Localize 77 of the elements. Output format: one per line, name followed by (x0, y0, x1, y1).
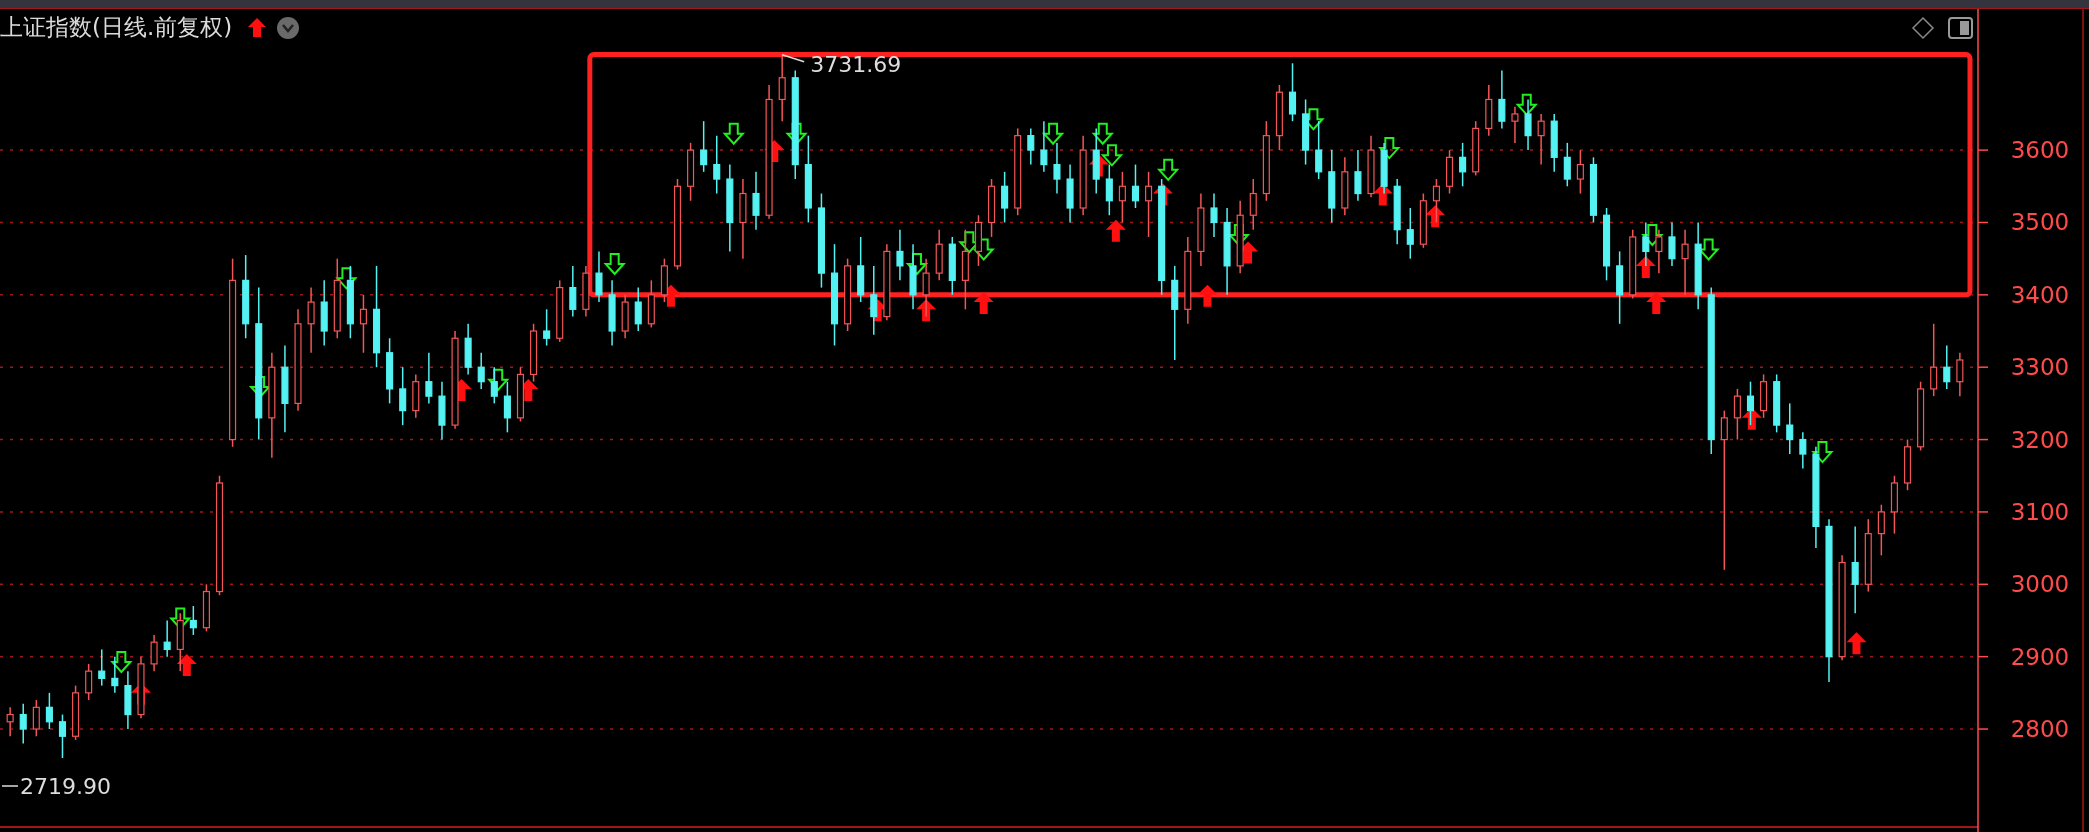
candlestick (1642, 221, 1650, 267)
candlestick (896, 228, 904, 282)
candlestick (1877, 503, 1885, 557)
candlestick (543, 308, 551, 347)
candlestick (700, 120, 708, 173)
candlestick (1655, 228, 1663, 274)
candlestick (1315, 120, 1323, 180)
y-tick-label: 3200 (2010, 426, 2070, 453)
candlestick (1288, 62, 1297, 122)
candlestick (1459, 142, 1467, 188)
candlestick (1956, 351, 1964, 397)
candlestick (45, 692, 53, 730)
candlestick (189, 605, 197, 636)
candlestick (1249, 178, 1257, 231)
candlestick (1668, 221, 1676, 267)
candlestick (32, 699, 40, 738)
candlestick (1681, 228, 1689, 296)
candlestick (1524, 98, 1532, 151)
y-tick-label: 3300 (2010, 354, 2070, 381)
candlestick (399, 366, 407, 426)
y-tick-label: 3000 (2010, 571, 2070, 598)
candlestick (1040, 120, 1048, 173)
candlestick (85, 663, 93, 701)
candlestick (1432, 178, 1440, 224)
candlestick (634, 286, 642, 332)
candlestick (19, 702, 27, 745)
candlestick (1799, 431, 1807, 470)
candlestick (1733, 388, 1741, 441)
candlestick (1001, 171, 1009, 224)
candlestick (752, 171, 760, 231)
y-tick-label: 3100 (2010, 498, 2070, 525)
candlestick (425, 351, 433, 405)
candlestick (359, 294, 367, 354)
candlestick (1943, 344, 1951, 390)
y-tick-label: 3500 (2010, 209, 2070, 236)
candlestick (503, 380, 511, 434)
annotation: 2719.90 (20, 774, 111, 799)
candlestick (1576, 149, 1584, 195)
candlestick (1354, 149, 1362, 202)
candlestick (1210, 192, 1218, 238)
candlestick (163, 619, 171, 658)
candlestick (307, 286, 315, 354)
y-tick-label: 3600 (2010, 137, 2070, 164)
annotation: 3731.69 (810, 51, 902, 77)
candlestick (1027, 127, 1035, 166)
chart-title: 上证指数(日线.前复权) (0, 14, 233, 40)
candlestick (1720, 409, 1728, 571)
y-tick-label: 2800 (2010, 716, 2070, 743)
candlestick (6, 706, 14, 738)
candlestick (477, 351, 485, 390)
candlestick (1053, 142, 1061, 195)
candlestick (1406, 207, 1414, 260)
candlestick (1851, 525, 1859, 614)
candlestick (111, 655, 119, 694)
candlestick (58, 713, 67, 759)
candlestick (490, 366, 498, 405)
candlestick (150, 634, 158, 672)
candlestick (569, 265, 577, 318)
candlestick (1930, 323, 1938, 397)
candlestick (1563, 142, 1571, 188)
candlestick (1118, 171, 1126, 224)
candlestick (1786, 402, 1794, 455)
candlestick (713, 134, 721, 195)
candlestick (1498, 69, 1506, 130)
candlestick (98, 648, 106, 687)
candlestick (922, 257, 930, 318)
candlestick (595, 250, 603, 303)
y-tick-label: 3400 (2010, 281, 2070, 308)
candlestick (1746, 380, 1755, 426)
candlestick (778, 54, 786, 122)
candlestick (870, 265, 878, 336)
candlestick (1511, 105, 1519, 144)
candlestick (1537, 113, 1545, 166)
y-tick-label: 2900 (2010, 643, 2070, 670)
candlestick (1145, 171, 1153, 238)
candlestick (1105, 163, 1113, 216)
candlestick (1131, 163, 1140, 209)
